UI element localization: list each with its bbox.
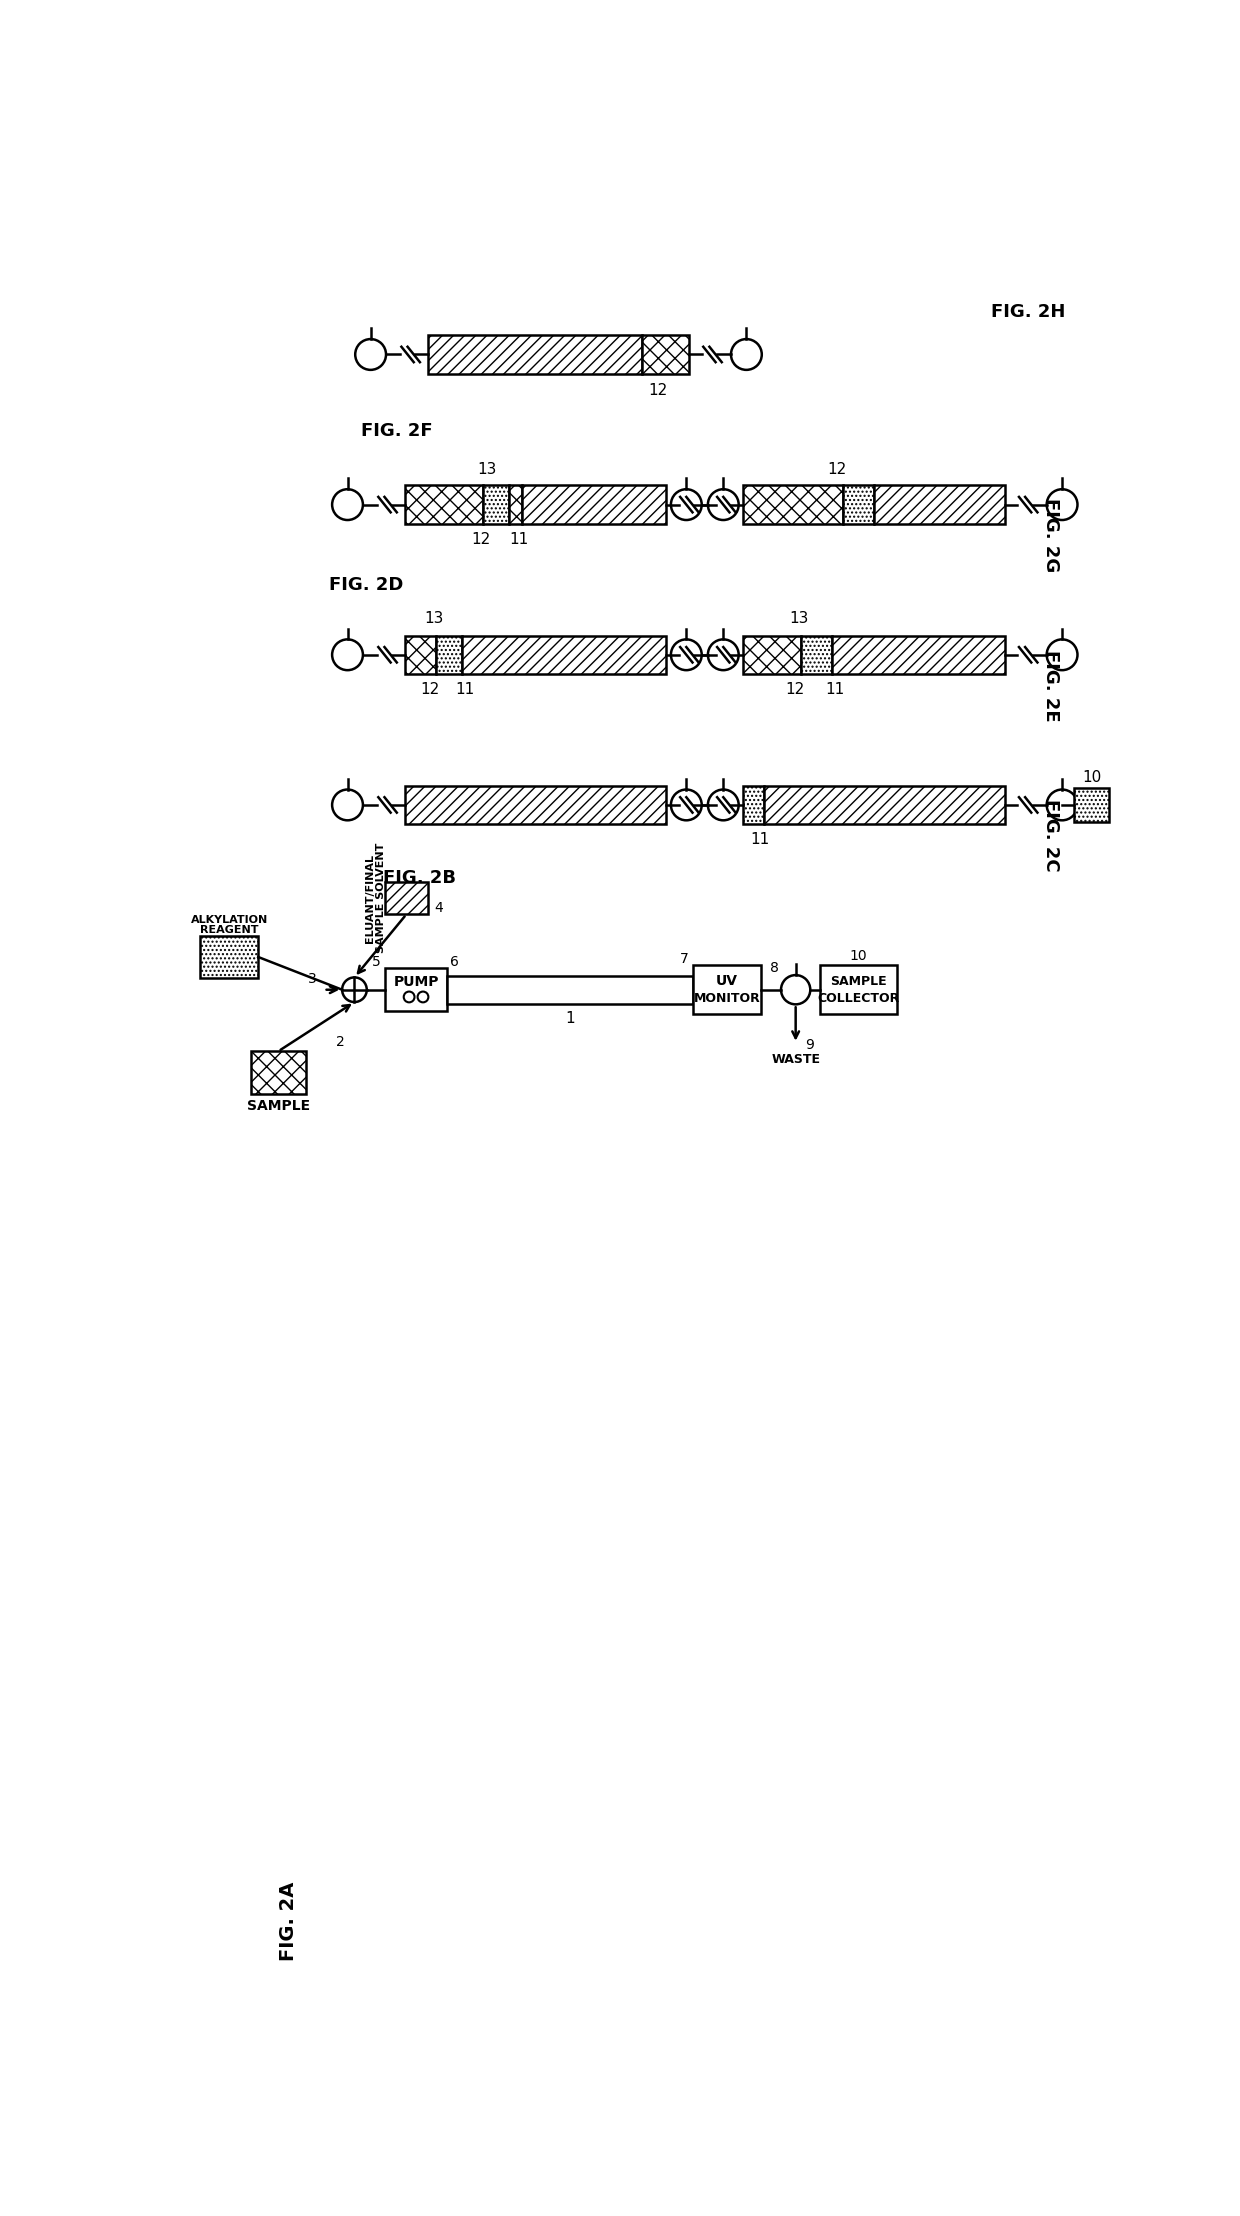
- Text: 4: 4: [434, 902, 443, 915]
- Text: MONITOR: MONITOR: [693, 993, 760, 1006]
- Text: UV: UV: [717, 975, 738, 988]
- Text: WASTE: WASTE: [771, 1053, 820, 1066]
- Bar: [484, 485, 510, 523]
- Text: 11: 11: [750, 831, 770, 847]
- Text: SAMPLE: SAMPLE: [247, 1099, 310, 1112]
- Bar: [386, 882, 428, 915]
- Bar: [446, 975, 693, 1004]
- Text: ALKYLATION: ALKYLATION: [191, 915, 268, 926]
- Bar: [404, 485, 484, 523]
- Text: 9: 9: [805, 1037, 813, 1053]
- Bar: [386, 968, 446, 1010]
- Bar: [201, 935, 258, 977]
- Bar: [743, 636, 801, 674]
- Text: FIG. 2A: FIG. 2A: [279, 1881, 299, 1961]
- Bar: [820, 966, 897, 1015]
- Bar: [693, 966, 761, 1015]
- Text: FIG. 2F: FIG. 2F: [361, 423, 433, 441]
- Text: FIG. 2H: FIG. 2H: [991, 304, 1065, 321]
- Text: 2: 2: [336, 1035, 345, 1048]
- Text: 5: 5: [372, 955, 381, 968]
- Text: FIG. 2C: FIG. 2C: [1043, 800, 1060, 873]
- Bar: [743, 485, 843, 523]
- Bar: [436, 636, 463, 674]
- Text: 12: 12: [827, 463, 846, 476]
- Text: FIG. 2B: FIG. 2B: [383, 869, 456, 886]
- Text: 11: 11: [510, 532, 528, 547]
- Text: 10: 10: [849, 948, 867, 962]
- Text: 3: 3: [308, 973, 316, 986]
- Bar: [522, 485, 666, 523]
- Text: COLLECTOR: COLLECTOR: [817, 993, 899, 1006]
- Text: 10: 10: [1083, 769, 1101, 784]
- Bar: [874, 485, 1006, 523]
- Bar: [843, 485, 874, 523]
- Text: 1: 1: [565, 1010, 575, 1026]
- Text: ELUANT/FINAL: ELUANT/FINAL: [365, 853, 374, 942]
- Text: 12: 12: [420, 683, 439, 696]
- Text: 13: 13: [424, 612, 443, 627]
- Text: 13: 13: [477, 463, 496, 476]
- Bar: [250, 1050, 306, 1095]
- Text: 12: 12: [785, 683, 805, 696]
- Bar: [642, 335, 689, 375]
- Text: 7: 7: [680, 953, 688, 966]
- Text: PUMP: PUMP: [393, 975, 439, 988]
- Text: SAMPLE: SAMPLE: [830, 975, 887, 988]
- Bar: [404, 636, 436, 674]
- Bar: [764, 787, 1006, 824]
- Text: 11: 11: [826, 683, 844, 696]
- Text: 11: 11: [455, 683, 475, 696]
- Bar: [743, 787, 764, 824]
- Bar: [510, 485, 522, 523]
- Text: SAMPLE SOLVENT: SAMPLE SOLVENT: [376, 842, 386, 953]
- Bar: [404, 787, 666, 824]
- Bar: [1074, 789, 1109, 822]
- Text: REAGENT: REAGENT: [200, 924, 259, 935]
- Bar: [801, 636, 832, 674]
- Text: FIG. 2G: FIG. 2G: [1043, 499, 1060, 572]
- Bar: [832, 636, 1006, 674]
- Bar: [463, 636, 666, 674]
- Text: FIG. 2D: FIG. 2D: [329, 576, 403, 594]
- Text: 12: 12: [471, 532, 490, 547]
- Text: FIG. 2E: FIG. 2E: [1043, 649, 1060, 722]
- Text: 8: 8: [770, 962, 779, 975]
- Bar: [428, 335, 642, 375]
- Text: 13: 13: [789, 612, 808, 627]
- Text: 12: 12: [649, 383, 668, 399]
- Text: 6: 6: [450, 955, 459, 968]
